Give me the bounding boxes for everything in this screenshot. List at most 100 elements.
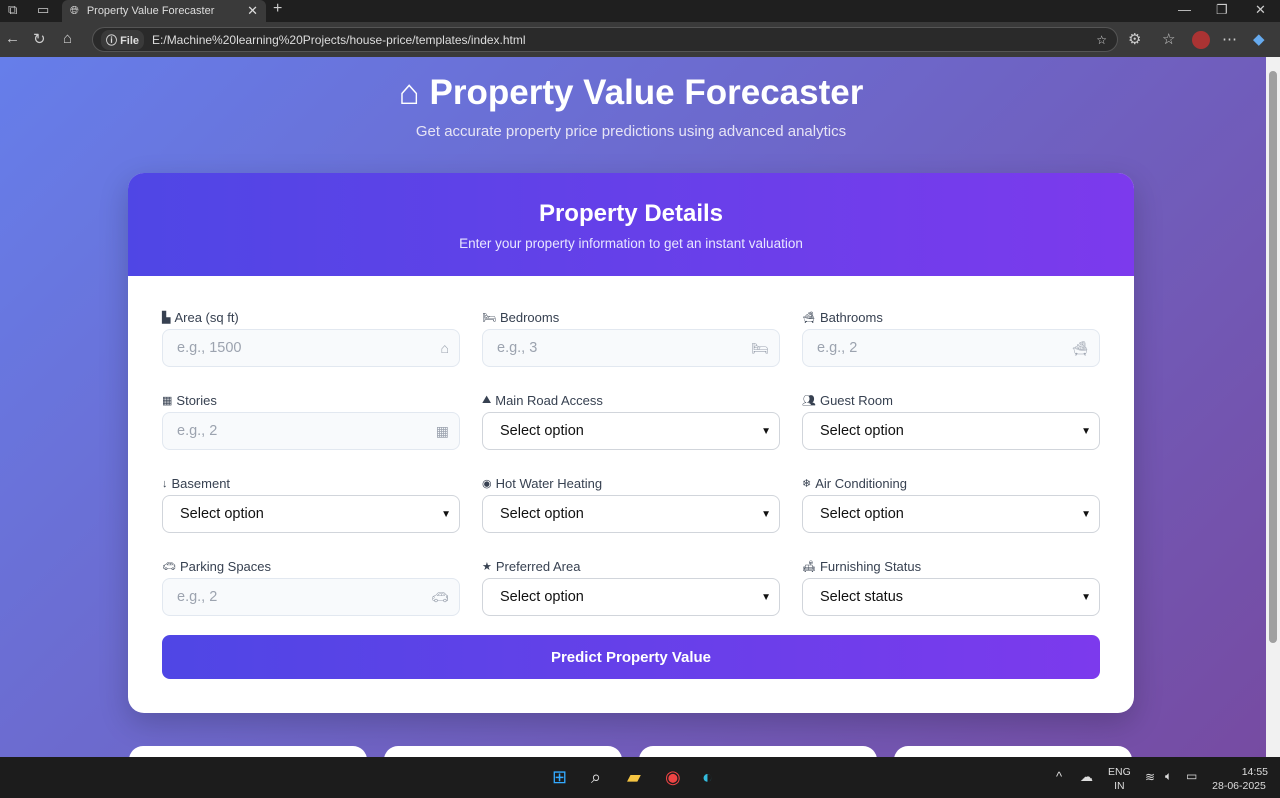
close-tab-icon[interactable]: ✕	[247, 3, 258, 18]
field-label: 🛋︎ Furnishing Status	[802, 557, 1100, 576]
couch-icon: 🛋︎	[802, 561, 816, 573]
info-card	[129, 746, 367, 757]
chevron-down-icon: ▼	[761, 425, 771, 437]
volume-icon[interactable]: 🔈︎	[1165, 769, 1173, 783]
field-stories: ▦ Stories e.g., 2 ▦	[162, 391, 460, 450]
workspaces-icon[interactable]: ⧉	[8, 2, 18, 17]
field-hot-water-heating: ◉ Hot Water Heating Select option ▼	[482, 474, 780, 533]
label-text: Bathrooms	[819, 310, 883, 325]
clock[interactable]: 14:55 28-06-2025	[1210, 766, 1268, 792]
minimize-icon[interactable]: —	[1178, 2, 1191, 17]
lang: ENG	[1108, 766, 1131, 778]
copilot-icon[interactable]: ◆	[1253, 31, 1265, 48]
snowflake-icon: ❄	[802, 478, 812, 490]
chevron-down-icon: ▼	[761, 591, 771, 603]
date: 28-06-2025	[1212, 780, 1266, 792]
scrollbar-thumb[interactable]	[1269, 71, 1277, 643]
property-form-card: Property Details Enter your property inf…	[128, 173, 1134, 713]
field-air-conditioning: ❄ Air Conditioning Select option ▼	[802, 474, 1100, 533]
onedrive-icon[interactable]: ☁	[1080, 769, 1093, 784]
area-sq-ft-input[interactable]: e.g., 1500 ⌂	[162, 329, 460, 367]
arrow-down-icon: ↓	[162, 477, 168, 490]
file-explorer-icon[interactable]: ▰	[627, 767, 641, 787]
url-scheme: File	[120, 34, 140, 47]
browser-tab[interactable]: 🌐︎ Property Value Forecaster ✕	[62, 0, 266, 22]
edge-icon[interactable]: ◐	[702, 767, 713, 787]
scrollbar[interactable]	[1266, 57, 1280, 757]
field-label: ↓ Basement	[162, 474, 460, 493]
bed-icon: 🛏︎	[751, 339, 769, 356]
air-conditioning-select[interactable]: Select option ▼	[802, 495, 1100, 533]
chevron-down-icon: ▼	[1081, 508, 1091, 520]
preferred-area-select[interactable]: Select option ▼	[482, 578, 780, 616]
stories-input[interactable]: e.g., 2 ▦	[162, 412, 460, 450]
favorite-star-icon[interactable]: ☆	[1096, 32, 1107, 47]
close-window-icon[interactable]: ✕	[1255, 2, 1266, 17]
bathrooms-input[interactable]: e.g., 2 🛁︎	[802, 329, 1100, 367]
card-header: Property Details Enter your property inf…	[128, 173, 1134, 276]
time: 14:55	[1241, 766, 1268, 778]
new-tab-icon[interactable]: +	[273, 0, 283, 17]
language-indicator[interactable]: ENG IN	[1108, 766, 1131, 792]
house-icon: ⌂	[398, 73, 420, 112]
main-road-access-select[interactable]: Select option ▼	[482, 412, 780, 450]
tab-title: Property Value Forecaster	[86, 5, 215, 17]
placeholder: e.g., 2	[817, 340, 858, 356]
selected-value: Select option	[500, 506, 584, 522]
card-subtitle: Enter your property information to get a…	[459, 236, 803, 251]
extensions-icon[interactable]: ⚙	[1128, 31, 1142, 48]
hot-water-heating-select[interactable]: Select option ▼	[482, 495, 780, 533]
parking-spaces-input[interactable]: e.g., 2 🚗︎	[162, 578, 460, 616]
car-icon: 🚗︎	[431, 588, 449, 605]
search-icon[interactable]: ⌕	[591, 767, 602, 787]
form-grid: ▙ Area (sq ft) e.g., 1500 ⌂ 🛏︎ Bedrooms e.g., …	[162, 308, 1100, 616]
chevron-down-icon: ▼	[1081, 591, 1091, 603]
favorites-icon[interactable]: ☆	[1162, 31, 1176, 48]
building-icon: ▦	[435, 422, 449, 439]
page-title: ⌂ Property Value Forecaster	[0, 73, 1262, 113]
ruler-icon: ▙	[162, 312, 171, 324]
placeholder: e.g., 1500	[177, 340, 242, 356]
field-label: ⛰︎ Main Road Access	[482, 391, 780, 410]
field-bedrooms: 🛏︎ Bedrooms e.g., 3 🛏︎	[482, 308, 780, 367]
vertical-tabs-icon[interactable]: ▭	[37, 2, 50, 17]
chrome-icon[interactable]: ◉	[665, 767, 681, 787]
region: IN	[1114, 780, 1125, 792]
label-text: Basement	[171, 476, 231, 491]
furnishing-status-select[interactable]: Select status ▼	[802, 578, 1100, 616]
selected-value: Select option	[820, 423, 904, 439]
info-icon: ⓘ	[106, 34, 117, 47]
battery-icon[interactable]: ▭	[1186, 769, 1198, 783]
selected-value: Select option	[820, 506, 904, 522]
taskbar: ⊞ ⌕ ▰ ◉ ◐ ^ ☁ ENG IN ≋ 🔈︎ ▭ 14:55 28-06-20…	[0, 757, 1280, 798]
field-preferred-area: ★ Preferred Area Select option ▼	[482, 557, 780, 616]
more-icon[interactable]: ⋯	[1222, 31, 1237, 48]
chevron-down-icon: ▼	[761, 508, 771, 520]
basement-select[interactable]: Select option ▼	[162, 495, 460, 533]
field-label: 🚗︎ Parking Spaces	[162, 557, 460, 576]
home-icon[interactable]: ⌂	[63, 30, 73, 47]
start-icon[interactable]: ⊞	[552, 767, 568, 787]
predict-button[interactable]: Predict Property Value	[162, 635, 1100, 679]
address-bar[interactable]: ⓘ File E:/Machine%20learning%20Projects/…	[92, 27, 1118, 52]
chevron-down-icon: ▼	[1081, 425, 1091, 437]
selected-value: Select option	[180, 506, 264, 522]
bedrooms-input[interactable]: e.g., 3 🛏︎	[482, 329, 780, 367]
wifi-icon[interactable]: ≋	[1145, 770, 1156, 784]
field-label: ▦ Stories	[162, 391, 460, 410]
back-icon[interactable]: ←	[5, 30, 20, 47]
placeholder: e.g., 3	[497, 340, 538, 356]
field-bathrooms: 🛁︎ Bathrooms e.g., 2 🛁︎	[802, 308, 1100, 367]
star-icon: ★	[482, 561, 492, 573]
road-icon: ⛰︎	[482, 394, 492, 406]
label-text: Area (sq ft)	[174, 310, 239, 325]
show-hidden-icons[interactable]: ^	[1056, 769, 1063, 784]
bed-icon: 🛏︎	[482, 312, 496, 324]
address-toolbar: ← ↻ ⌂ ⓘ File E:/Machine%20learning%20Pro…	[0, 22, 1280, 57]
guest-room-select[interactable]: Select option ▼	[802, 412, 1100, 450]
restore-icon[interactable]: ❐	[1216, 2, 1228, 17]
avatar[interactable]	[1192, 31, 1210, 49]
field-main-road-access: ⛰︎ Main Road Access Select option ▼	[482, 391, 780, 450]
field-parking-spaces: 🚗︎ Parking Spaces e.g., 2 🚗︎	[162, 557, 460, 616]
refresh-icon[interactable]: ↻	[33, 31, 46, 48]
